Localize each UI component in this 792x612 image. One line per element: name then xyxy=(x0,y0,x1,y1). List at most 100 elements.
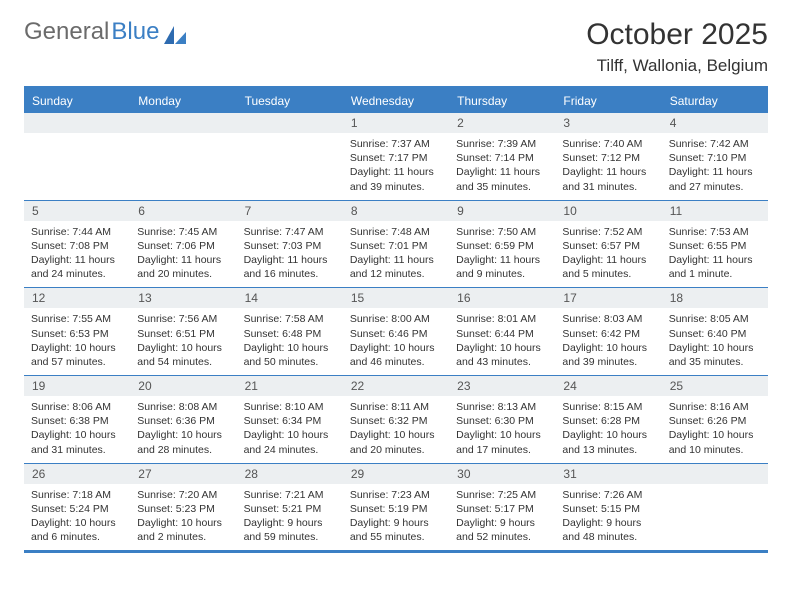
cell-body: Sunrise: 7:37 AMSunset: 7:17 PMDaylight:… xyxy=(343,133,449,200)
calendar-cell: 10Sunrise: 7:52 AMSunset: 6:57 PMDayligh… xyxy=(555,201,661,288)
daylight-line: Daylight: 11 hours and 16 minutes. xyxy=(244,253,336,281)
cell-date: 19 xyxy=(24,376,130,396)
week-row: 5Sunrise: 7:44 AMSunset: 7:08 PMDaylight… xyxy=(24,200,768,288)
calendar-cell: 6Sunrise: 7:45 AMSunset: 7:06 PMDaylight… xyxy=(130,201,236,288)
daylight-line: Daylight: 10 hours and 6 minutes. xyxy=(31,516,123,544)
sunrise-line: Sunrise: 7:52 AM xyxy=(562,225,654,239)
cell-date: 13 xyxy=(130,288,236,308)
calendar-cell: 31Sunrise: 7:26 AMSunset: 5:15 PMDayligh… xyxy=(555,464,661,551)
sunset-line: Sunset: 6:59 PM xyxy=(456,239,548,253)
daylight-line: Daylight: 10 hours and 54 minutes. xyxy=(137,341,229,369)
cell-date: 8 xyxy=(343,201,449,221)
cell-body: Sunrise: 8:00 AMSunset: 6:46 PMDaylight:… xyxy=(343,308,449,375)
cell-body: Sunrise: 8:08 AMSunset: 6:36 PMDaylight:… xyxy=(130,396,236,463)
cell-body: Sunrise: 7:44 AMSunset: 7:08 PMDaylight:… xyxy=(24,221,130,288)
sunset-line: Sunset: 5:19 PM xyxy=(350,502,442,516)
daylight-line: Daylight: 10 hours and 2 minutes. xyxy=(137,516,229,544)
week-row: 19Sunrise: 8:06 AMSunset: 6:38 PMDayligh… xyxy=(24,375,768,463)
sunset-line: Sunset: 6:32 PM xyxy=(350,414,442,428)
sunset-line: Sunset: 7:03 PM xyxy=(244,239,336,253)
sunset-line: Sunset: 6:57 PM xyxy=(562,239,654,253)
sunrise-line: Sunrise: 7:45 AM xyxy=(137,225,229,239)
daylight-line: Daylight: 10 hours and 20 minutes. xyxy=(350,428,442,456)
cell-body: Sunrise: 7:18 AMSunset: 5:24 PMDaylight:… xyxy=(24,484,130,551)
day-headers-row: SundayMondayTuesdayWednesdayThursdayFrid… xyxy=(24,89,768,113)
sunrise-line: Sunrise: 8:08 AM xyxy=(137,400,229,414)
cell-date: 6 xyxy=(130,201,236,221)
cell-date: 24 xyxy=(555,376,661,396)
cell-body: Sunrise: 7:53 AMSunset: 6:55 PMDaylight:… xyxy=(662,221,768,288)
sunrise-line: Sunrise: 8:01 AM xyxy=(456,312,548,326)
calendar-cell: 20Sunrise: 8:08 AMSunset: 6:36 PMDayligh… xyxy=(130,376,236,463)
sunset-line: Sunset: 5:15 PM xyxy=(562,502,654,516)
cell-date: 5 xyxy=(24,201,130,221)
cell-date: 27 xyxy=(130,464,236,484)
title-block: October 2025 Tilff, Wallonia, Belgium xyxy=(586,18,768,76)
sunset-line: Sunset: 6:48 PM xyxy=(244,327,336,341)
cell-date: 10 xyxy=(555,201,661,221)
calendar-cell: 14Sunrise: 7:58 AMSunset: 6:48 PMDayligh… xyxy=(237,288,343,375)
week-row: 1Sunrise: 7:37 AMSunset: 7:17 PMDaylight… xyxy=(24,113,768,200)
daylight-line: Daylight: 11 hours and 9 minutes. xyxy=(456,253,548,281)
cell-body: Sunrise: 8:01 AMSunset: 6:44 PMDaylight:… xyxy=(449,308,555,375)
cell-date: 22 xyxy=(343,376,449,396)
cell-body: Sunrise: 8:05 AMSunset: 6:40 PMDaylight:… xyxy=(662,308,768,375)
cell-date: 23 xyxy=(449,376,555,396)
sunset-line: Sunset: 7:10 PM xyxy=(669,151,761,165)
calendar-cell: 2Sunrise: 7:39 AMSunset: 7:14 PMDaylight… xyxy=(449,113,555,200)
calendar-cell: 25Sunrise: 8:16 AMSunset: 6:26 PMDayligh… xyxy=(662,376,768,463)
month-title: October 2025 xyxy=(586,18,768,52)
calendar-cell: 3Sunrise: 7:40 AMSunset: 7:12 PMDaylight… xyxy=(555,113,661,200)
daylight-line: Daylight: 10 hours and 28 minutes. xyxy=(137,428,229,456)
sunset-line: Sunset: 6:40 PM xyxy=(669,327,761,341)
sunset-line: Sunset: 6:28 PM xyxy=(562,414,654,428)
calendar-cell xyxy=(662,464,768,551)
sunset-line: Sunset: 7:12 PM xyxy=(562,151,654,165)
cell-body: Sunrise: 8:13 AMSunset: 6:30 PMDaylight:… xyxy=(449,396,555,463)
cell-date: 17 xyxy=(555,288,661,308)
sunset-line: Sunset: 6:38 PM xyxy=(31,414,123,428)
cell-date: 16 xyxy=(449,288,555,308)
daylight-line: Daylight: 11 hours and 39 minutes. xyxy=(350,165,442,193)
cell-date: 15 xyxy=(343,288,449,308)
day-header: Saturday xyxy=(662,89,768,113)
sunrise-line: Sunrise: 8:10 AM xyxy=(244,400,336,414)
daylight-line: Daylight: 10 hours and 39 minutes. xyxy=(562,341,654,369)
sunrise-line: Sunrise: 7:20 AM xyxy=(137,488,229,502)
cell-body: Sunrise: 7:40 AMSunset: 7:12 PMDaylight:… xyxy=(555,133,661,200)
daylight-line: Daylight: 10 hours and 24 minutes. xyxy=(244,428,336,456)
logo: GeneralBlue xyxy=(24,18,186,46)
header: GeneralBlue October 2025 Tilff, Wallonia… xyxy=(24,18,768,76)
cell-body: Sunrise: 7:45 AMSunset: 7:06 PMDaylight:… xyxy=(130,221,236,288)
cell-date: 26 xyxy=(24,464,130,484)
daylight-line: Daylight: 11 hours and 1 minute. xyxy=(669,253,761,281)
sunrise-line: Sunrise: 7:21 AM xyxy=(244,488,336,502)
sunrise-line: Sunrise: 7:26 AM xyxy=(562,488,654,502)
cell-body: Sunrise: 8:11 AMSunset: 6:32 PMDaylight:… xyxy=(343,396,449,463)
sunrise-line: Sunrise: 8:03 AM xyxy=(562,312,654,326)
sunrise-line: Sunrise: 8:15 AM xyxy=(562,400,654,414)
sunset-line: Sunset: 6:42 PM xyxy=(562,327,654,341)
cell-body: Sunrise: 7:23 AMSunset: 5:19 PMDaylight:… xyxy=(343,484,449,551)
cell-date: 4 xyxy=(662,113,768,133)
cell-body: Sunrise: 8:10 AMSunset: 6:34 PMDaylight:… xyxy=(237,396,343,463)
sunset-line: Sunset: 6:44 PM xyxy=(456,327,548,341)
calendar-cell: 22Sunrise: 8:11 AMSunset: 6:32 PMDayligh… xyxy=(343,376,449,463)
calendar-cell: 28Sunrise: 7:21 AMSunset: 5:21 PMDayligh… xyxy=(237,464,343,551)
daylight-line: Daylight: 10 hours and 50 minutes. xyxy=(244,341,336,369)
sunrise-line: Sunrise: 7:56 AM xyxy=(137,312,229,326)
day-header: Thursday xyxy=(449,89,555,113)
sunset-line: Sunset: 7:08 PM xyxy=(31,239,123,253)
sunrise-line: Sunrise: 7:47 AM xyxy=(244,225,336,239)
sunset-line: Sunset: 7:17 PM xyxy=(350,151,442,165)
day-header: Sunday xyxy=(24,89,130,113)
calendar-cell: 11Sunrise: 7:53 AMSunset: 6:55 PMDayligh… xyxy=(662,201,768,288)
sunset-line: Sunset: 6:53 PM xyxy=(31,327,123,341)
cell-date xyxy=(24,113,130,133)
cell-body: Sunrise: 7:21 AMSunset: 5:21 PMDaylight:… xyxy=(237,484,343,551)
sunset-line: Sunset: 7:01 PM xyxy=(350,239,442,253)
cell-date: 18 xyxy=(662,288,768,308)
cell-body: Sunrise: 7:47 AMSunset: 7:03 PMDaylight:… xyxy=(237,221,343,288)
calendar-cell: 12Sunrise: 7:55 AMSunset: 6:53 PMDayligh… xyxy=(24,288,130,375)
cell-date xyxy=(130,113,236,133)
